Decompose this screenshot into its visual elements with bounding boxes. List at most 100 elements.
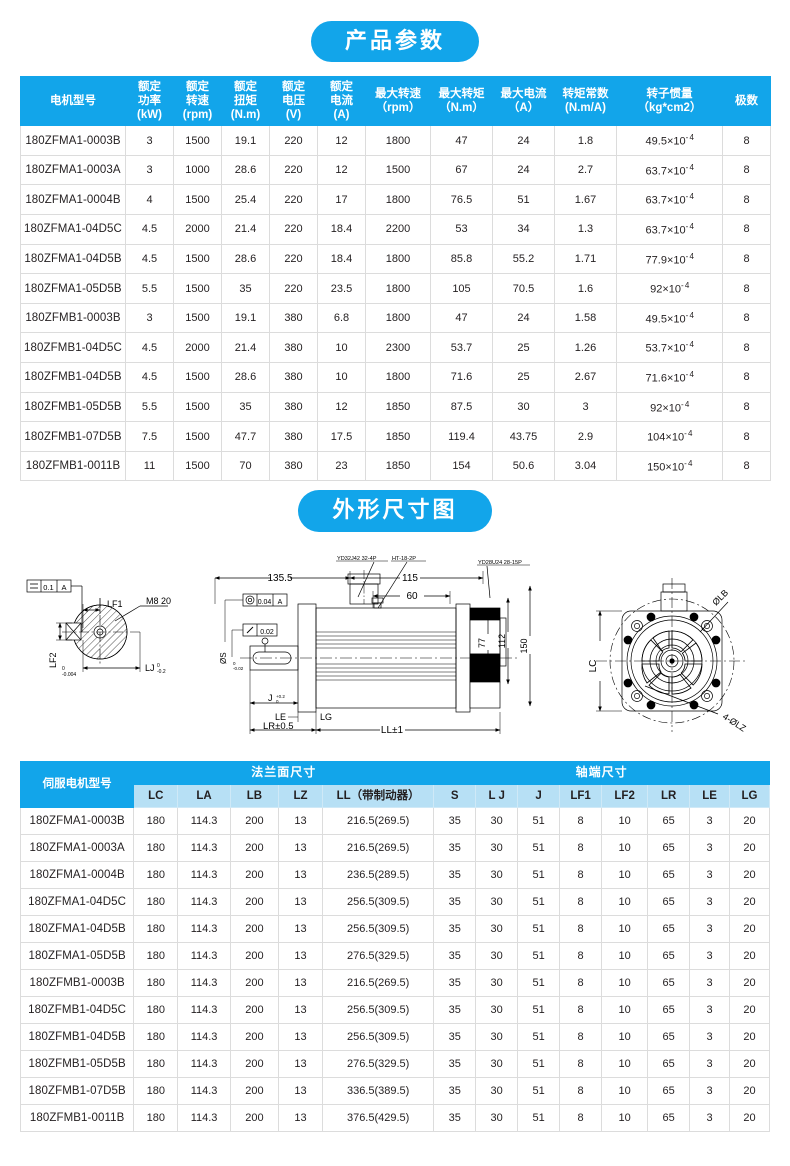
label-phi-lb: ØLB	[710, 587, 730, 607]
cell-max-current: 24	[492, 302, 555, 334]
col-header-servo-model: 伺服电机型号	[19, 760, 135, 808]
cell-lb: 200	[229, 833, 280, 862]
cell-rated-voltage: 220	[269, 243, 318, 275]
cell-la: 114.3	[177, 1076, 231, 1105]
cell-j: 51	[517, 1049, 561, 1078]
cell-rated-current: 6.8	[317, 302, 366, 334]
label-connector-yd32j42: YD32J42 32-4P	[337, 556, 377, 562]
cell-rotor-inertia: 92×10- 4	[616, 273, 723, 304]
cell-lg: 20	[729, 1022, 770, 1051]
inertia-mantissa: 150×10	[647, 461, 685, 474]
cell-lc: 180	[133, 941, 179, 970]
cell-lc: 180	[133, 1049, 179, 1078]
cell-lf2: 10	[601, 860, 649, 889]
cell-rated-torque: 28.6	[221, 243, 270, 275]
col-header-model: 电机型号	[20, 76, 126, 127]
cell-s: 35	[433, 806, 477, 835]
cell-lf1: 8	[559, 1022, 603, 1051]
inertia-mantissa: 49.5×10	[645, 313, 686, 326]
cell-rated-torque: 19.1	[221, 302, 270, 334]
cell-ll: 236.5(289.5)	[322, 860, 435, 889]
cell-max-speed: 1800	[365, 273, 431, 304]
cell-rated-torque: 21.4	[221, 214, 270, 245]
cell-lg: 20	[729, 833, 770, 862]
cell-s: 35	[433, 968, 477, 997]
cell-max-current: 30	[492, 391, 555, 423]
cell-lc: 180	[133, 1022, 179, 1051]
cell-lj: 30	[475, 1022, 519, 1051]
cell-rotor-inertia: 63.7×10- 4	[616, 184, 723, 216]
table-row: 180ZFMB1-0003B 180 114.3 200 13 216.5(269.5) 3…	[19, 968, 770, 997]
cell-lg: 20	[729, 941, 770, 970]
cell-rated-speed: 1500	[173, 273, 222, 304]
cell-le: 3	[689, 1076, 731, 1105]
cell-torque-constant: 1.26	[554, 332, 617, 364]
cell-rated-voltage: 220	[269, 184, 318, 216]
col-header-lz: LZ	[278, 783, 324, 808]
cell-max-speed: 2300	[365, 332, 431, 364]
cell-lf1: 8	[559, 995, 603, 1024]
cell-rated-torque: 28.6	[221, 362, 270, 393]
col-header-rated-torque: 额定 扭矩 (N.m)	[221, 76, 270, 127]
cell-torque-constant: 2.9	[554, 421, 617, 452]
cell-model: 180ZFMA1-0004B	[19, 860, 135, 889]
cell-max-torque: 154	[430, 450, 493, 482]
table-row: 180ZFMA1-05D5B 180 114.3 200 13 276.5(329.5) 3…	[19, 941, 770, 970]
cell-poles: 8	[722, 332, 771, 364]
cell-lf1: 8	[559, 833, 603, 862]
cell-j: 51	[517, 887, 561, 916]
cell-rated-power: 4.5	[125, 214, 174, 245]
cell-max-torque: 87.5	[430, 391, 493, 423]
cell-model: 180ZFMB1-04D5B	[20, 362, 126, 393]
dims-section-header: 外形尺寸图	[0, 481, 790, 532]
cell-rated-torque: 28.6	[221, 154, 270, 186]
cell-model: 180ZFMA1-04D5C	[19, 887, 135, 916]
cell-rated-voltage: 220	[269, 214, 318, 245]
dim-ll: LL±1	[381, 725, 404, 736]
cell-model: 180ZFMA1-04D5B	[20, 243, 126, 275]
label-lj: LJ	[145, 663, 155, 673]
cell-lf2: 10	[601, 833, 649, 862]
cell-lb: 200	[229, 1103, 280, 1132]
cell-lr: 65	[647, 887, 691, 916]
table-row: 180ZFMB1-0011B 11 1500 70 380 23 1850 154 50.6 3.…	[20, 450, 771, 482]
cell-max-current: 43.75	[492, 421, 555, 452]
cell-lj: 30	[475, 887, 519, 916]
cell-lc: 180	[133, 968, 179, 997]
cell-j: 51	[517, 806, 561, 835]
dim-150: 150	[519, 638, 529, 653]
inertia-mantissa: 49.5×10	[645, 135, 686, 148]
cell-j: 51	[517, 833, 561, 862]
cell-rated-power: 4.5	[125, 362, 174, 393]
cell-rated-voltage: 380	[269, 302, 318, 334]
cell-rated-current: 10	[317, 332, 366, 364]
table-row: 180ZFMA1-04D5B 180 114.3 200 13 256.5(309.5) 3…	[19, 914, 770, 943]
cell-rated-current: 12	[317, 125, 366, 156]
col-header-max-current: 最大电流 （A）	[492, 76, 555, 127]
cell-rated-voltage: 380	[269, 450, 318, 482]
inertia-exponent: - 4	[681, 399, 689, 409]
cell-rotor-inertia: 63.7×10- 4	[616, 154, 723, 186]
cell-max-torque: 85.8	[430, 243, 493, 275]
col-header-rated-power: 额定 功率 (kW)	[125, 76, 174, 127]
svg-text:+0.20: +0.2 0	[276, 694, 285, 704]
cell-lr: 65	[647, 1049, 691, 1078]
col-header-ll: LL（带制动器）	[322, 783, 435, 808]
cell-model: 180ZFMA1-05D5B	[19, 941, 135, 970]
cell-rated-voltage: 220	[269, 273, 318, 304]
cell-s: 35	[433, 941, 477, 970]
cell-rotor-inertia: 104×10- 4	[616, 421, 723, 452]
cell-la: 114.3	[177, 1049, 231, 1078]
cell-j: 51	[517, 860, 561, 889]
cell-poles: 8	[722, 421, 771, 452]
cell-lr: 65	[647, 1022, 691, 1051]
cell-rotor-inertia: 53.7×10- 4	[616, 332, 723, 364]
cell-rated-power: 5.5	[125, 391, 174, 423]
cell-lf1: 8	[559, 1049, 603, 1078]
svg-text:0-0.004: 0 -0.004	[62, 666, 76, 678]
cell-rated-torque: 19.1	[221, 125, 270, 156]
cell-max-torque: 47	[430, 302, 493, 334]
cell-max-speed: 1800	[365, 125, 431, 156]
cell-lb: 200	[229, 995, 280, 1024]
